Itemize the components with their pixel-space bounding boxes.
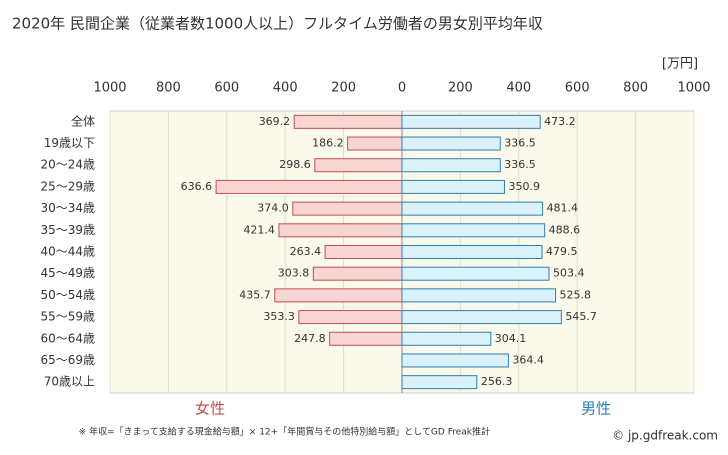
bar — [401, 353, 509, 368]
bar — [401, 179, 505, 194]
x-tick-label: 1000 — [93, 81, 126, 96]
category-label: 全体 — [71, 113, 95, 128]
bar — [215, 179, 403, 194]
value-label: 481.4 — [547, 202, 579, 215]
value-label: 336.5 — [504, 137, 536, 150]
bar — [401, 223, 546, 238]
value-label: 545.7 — [565, 310, 597, 323]
value-label: 304.1 — [495, 332, 527, 345]
x-tick-label: 1000 — [677, 81, 710, 96]
category-label: 60～64歳 — [40, 331, 95, 345]
bar — [324, 244, 403, 260]
credit: © jp.gdfreak.com — [612, 429, 718, 443]
chart-title: 2020年 民間企業（従業者数1000人以上）フルタイム労働者の男女別平均年収 — [12, 15, 543, 33]
category-label: 20～24歳 — [40, 158, 95, 172]
value-label: 186.2 — [312, 137, 344, 150]
category-label: 40～44歳 — [40, 245, 95, 259]
value-label: 303.8 — [278, 267, 310, 280]
value-label: 298.6 — [279, 158, 311, 171]
bar — [401, 266, 550, 281]
bar — [312, 266, 403, 281]
bar — [347, 136, 403, 151]
bar — [401, 375, 478, 390]
value-label: 263.4 — [290, 245, 322, 258]
x-tick-label: 800 — [623, 81, 648, 96]
bar — [401, 114, 541, 129]
bar — [293, 114, 403, 129]
bar — [292, 201, 403, 216]
bar — [401, 310, 562, 325]
value-label: 421.4 — [243, 223, 275, 236]
bar — [314, 158, 403, 173]
value-label: 479.5 — [546, 245, 578, 258]
category-label: 50～54歳 — [40, 288, 95, 302]
value-label: 488.6 — [549, 223, 581, 236]
footnote: ※ 年収=「きまって支給する現金給与額」× 12+「年間賞与その他特別給与額」と… — [79, 426, 490, 438]
bar — [401, 244, 543, 260]
legend-label: 女性 — [195, 400, 225, 418]
unit-label: [万円] — [662, 57, 698, 72]
x-tick-label: 400 — [273, 81, 298, 96]
value-label: 350.9 — [508, 180, 539, 193]
x-tick-label: 0 — [398, 81, 406, 96]
bar — [401, 331, 492, 346]
bar — [401, 136, 501, 151]
value-label: 369.2 — [259, 115, 291, 128]
bar — [298, 310, 403, 325]
bar — [278, 223, 403, 238]
bar — [401, 288, 557, 303]
x-tick-label: 200 — [331, 81, 356, 96]
value-label: 636.6 — [181, 180, 213, 193]
value-label: 353.3 — [263, 310, 295, 323]
x-tick-label: 600 — [565, 81, 590, 96]
category-label: 19歳以下 — [44, 136, 95, 150]
category-label: 30～34歳 — [40, 201, 95, 215]
x-tick-label: 800 — [156, 81, 181, 96]
category-label: 55～59歳 — [40, 310, 95, 324]
category-label: 25～29歳 — [40, 179, 95, 193]
x-tick-label: 200 — [448, 81, 473, 96]
x-tick-label: 400 — [506, 81, 531, 96]
value-label: 435.7 — [239, 288, 271, 301]
value-label: 503.4 — [553, 267, 585, 280]
value-label: 525.8 — [560, 288, 592, 301]
value-label: 374.0 — [257, 202, 289, 215]
value-label: 256.3 — [481, 375, 513, 388]
value-label: 336.5 — [504, 158, 536, 171]
bar — [274, 288, 403, 303]
value-label: 247.8 — [294, 332, 326, 345]
category-label: 65～69歳 — [40, 353, 95, 367]
x-tick-label: 600 — [214, 81, 239, 96]
category-label: 45～49歳 — [40, 266, 95, 280]
bar — [329, 331, 403, 346]
category-label: 35～39歳 — [40, 223, 95, 237]
bar — [401, 158, 501, 173]
value-label: 364.4 — [512, 353, 544, 366]
bar — [401, 201, 544, 216]
category-label: 70歳以上 — [44, 375, 95, 389]
value-label: 473.2 — [544, 115, 576, 128]
legend-label: 男性 — [581, 400, 611, 418]
